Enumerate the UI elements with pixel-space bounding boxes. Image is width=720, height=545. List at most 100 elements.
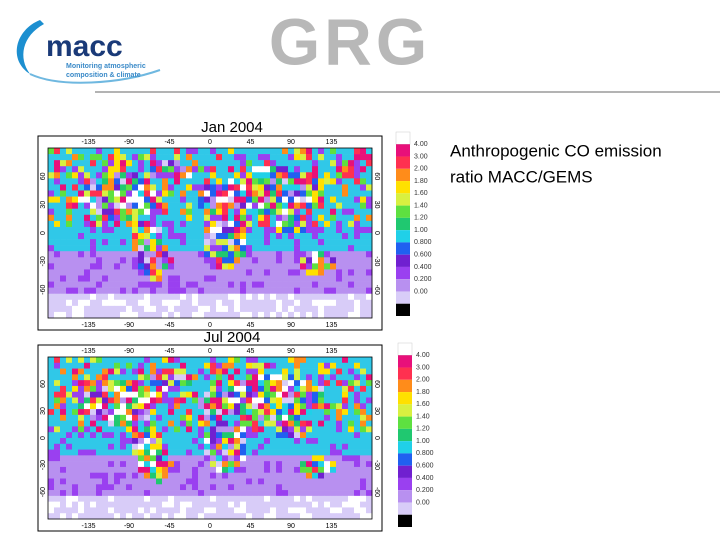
map-cell: [252, 269, 259, 276]
map-cell: [78, 426, 85, 433]
map-cell: [162, 466, 169, 474]
map-cell: [246, 190, 253, 197]
map-cell: [96, 478, 103, 485]
map-cell: [120, 226, 127, 234]
map-cell: [348, 233, 355, 240]
map-cell: [204, 245, 211, 252]
map-cell: [282, 478, 289, 485]
map-cell: [288, 190, 295, 197]
map-cell: [270, 403, 277, 410]
map-cell: [330, 403, 337, 410]
map-cell: [222, 208, 229, 216]
map-cell: [96, 443, 103, 450]
map-cell: [66, 409, 73, 416]
map-cell: [132, 455, 139, 462]
map-cell: [318, 466, 325, 474]
map-cell: [360, 432, 367, 439]
map-cell: [150, 507, 157, 514]
map-cell: [162, 507, 169, 514]
lon-tick-label: -45: [164, 322, 174, 329]
map-cell: [174, 357, 181, 364]
map-cell: [108, 263, 115, 270]
map-cell: [210, 507, 217, 514]
map-cell: [72, 220, 79, 228]
map-cell: [174, 466, 181, 474]
map-cell: [252, 275, 259, 282]
map-cell: [300, 178, 307, 185]
map-cell: [150, 501, 157, 508]
map-cell: [138, 251, 145, 258]
map-cell: [348, 466, 355, 474]
map-cell: [336, 190, 343, 197]
map-cell: [288, 420, 295, 427]
map-cell: [198, 461, 205, 468]
map-cell: [108, 196, 115, 203]
map-cell: [132, 311, 139, 319]
map-cell: [162, 275, 169, 282]
map-cell: [264, 414, 271, 421]
map-cell: [174, 461, 181, 468]
map-cell: [66, 484, 73, 491]
map-cell: [120, 220, 127, 228]
map-cell: [144, 368, 151, 375]
map-cell: [306, 245, 313, 252]
map-cell: [204, 409, 211, 416]
map-cell: [330, 374, 337, 381]
map-cell: [72, 397, 79, 404]
map-cell: [252, 184, 259, 191]
map-cell: [270, 281, 277, 288]
map-cell: [162, 178, 169, 185]
map-cell: [360, 226, 367, 234]
map-cell: [198, 208, 205, 216]
map-cell: [264, 263, 271, 270]
map-cell: [180, 275, 187, 282]
map-cell: [294, 202, 301, 210]
map-cell: [288, 414, 295, 421]
map-cell: [150, 443, 157, 450]
map-cell: [108, 362, 115, 369]
map-cell: [360, 184, 367, 191]
map-cell: [156, 507, 163, 514]
map-cell: [102, 414, 109, 421]
map-cell: [186, 226, 193, 234]
map-cell: [222, 357, 229, 364]
map-cell: [246, 484, 253, 491]
map-cell: [216, 438, 223, 445]
map-cell: [192, 484, 199, 491]
map-cell: [144, 220, 151, 228]
map-cell: [264, 305, 271, 313]
map-cell: [210, 245, 217, 252]
map-cell: [120, 208, 127, 216]
map-cell: [318, 501, 325, 508]
map-cell: [252, 380, 259, 387]
map-cell: [156, 357, 163, 364]
map-cell: [162, 154, 169, 161]
map-cell: [60, 438, 67, 445]
map-cell: [66, 208, 73, 216]
map-cell: [168, 484, 175, 491]
map-cell: [240, 466, 247, 474]
map-cell: [192, 257, 199, 264]
map-cell: [318, 154, 325, 161]
map-cell: [120, 196, 127, 203]
map-cell: [126, 362, 133, 369]
map-cell: [324, 172, 331, 179]
map-cell: [150, 391, 157, 398]
map-cell: [168, 391, 175, 398]
map-cell: [306, 461, 313, 468]
map-cell: [210, 202, 217, 210]
map-cell: [282, 362, 289, 369]
map-cell: [102, 251, 109, 258]
map-cell: [174, 196, 181, 203]
map-cell: [132, 233, 139, 240]
map-cell: [306, 443, 313, 450]
map-cell: [366, 391, 373, 398]
map-cell: [348, 426, 355, 433]
map-cell: [168, 362, 175, 369]
map-cell: [174, 391, 181, 398]
map-cell: [102, 233, 109, 240]
map-cell: [180, 172, 187, 179]
map-cell: [78, 495, 85, 502]
map-cell: [366, 513, 373, 520]
map-cell: [126, 226, 133, 234]
